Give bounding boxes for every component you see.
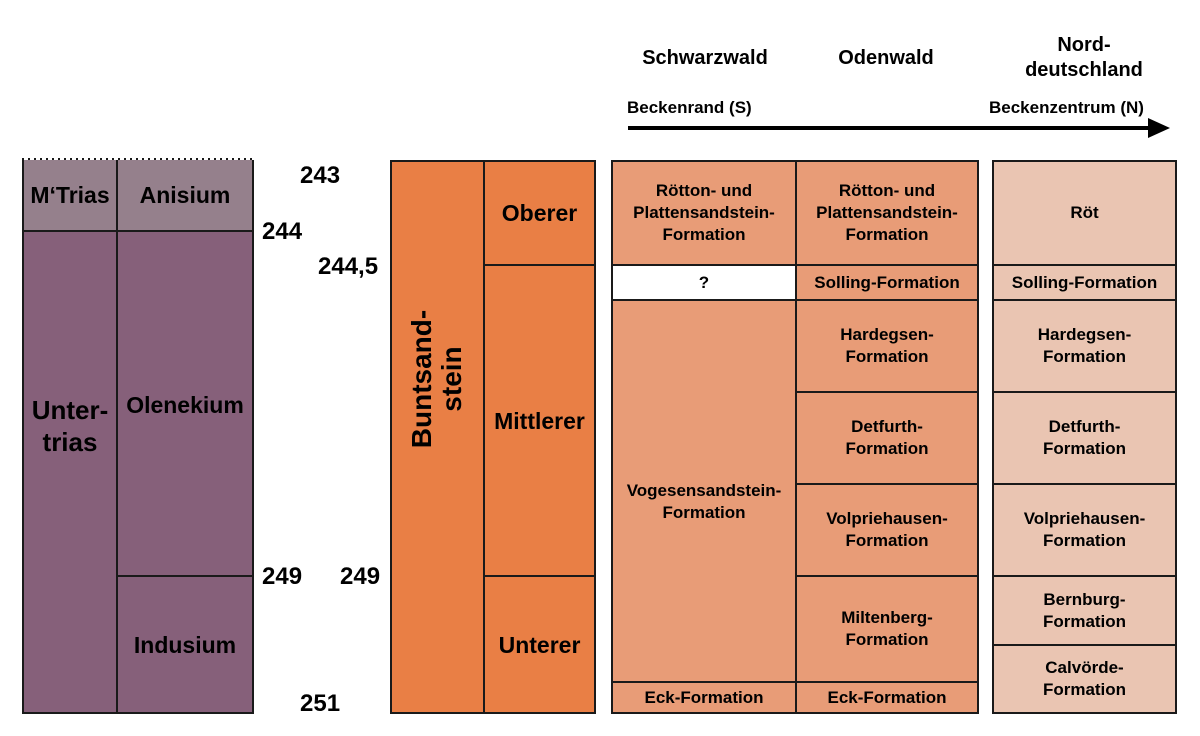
nd-bernburg: Bernburg- Formation	[992, 575, 1177, 646]
nd-detfurth: Detfurth- Formation	[992, 391, 1177, 485]
dotted-top-boundary	[22, 158, 254, 160]
nd-calvoerde: Calvörde- Formation	[992, 644, 1177, 714]
ow-miltenberg: Miltenberg- Formation	[795, 575, 979, 683]
age-251: 251	[300, 690, 341, 717]
ow-solling: Solling-Formation	[795, 264, 979, 301]
subgroup-mittlerer: Mittlerer	[483, 264, 596, 577]
nd-volpriehausen: Volpriehausen- Formation	[992, 483, 1177, 577]
ow-detfurth: Detfurth- Formation	[795, 391, 979, 485]
label-beckenrand: Beckenrand (S)	[627, 98, 752, 117]
nd-hardegsen: Hardegsen- Formation	[992, 299, 1177, 393]
ow-eck-formation: Eck-Formation	[795, 681, 979, 714]
group-buntsandstein: Buntsand- stein	[390, 160, 485, 714]
basin-direction-arrow	[628, 118, 1170, 138]
subgroup-unterer: Unterer	[483, 575, 596, 714]
sw-eck-formation: Eck-Formation	[611, 681, 797, 714]
sw-vogesensandstein: Vogesensandstein- Formation	[611, 299, 797, 683]
ow-roetton-plattensandstein: Rötton- und Plattensandstein- Formation	[795, 160, 979, 266]
header-norddeutschland: Nord- deutschland	[1025, 34, 1143, 81]
nd-roet: Röt	[992, 160, 1177, 266]
stage-indusium: Indusium	[116, 575, 254, 714]
series-untertrias: Unter- trias	[22, 230, 118, 714]
age-244: 244	[262, 218, 303, 245]
age-249-left: 249	[262, 563, 303, 590]
nd-solling: Solling-Formation	[992, 264, 1177, 301]
age-243: 243	[300, 162, 341, 189]
header-odenwald: Odenwald	[838, 47, 934, 69]
subgroup-oberer: Oberer	[483, 160, 596, 266]
ow-volpriehausen: Volpriehausen- Formation	[795, 483, 979, 577]
age-244-5: 244,5	[318, 253, 379, 280]
header-schwarzwald: Schwarzwald	[642, 47, 768, 69]
series-mittlere-trias: M‘Trias	[22, 160, 118, 232]
age-249-right: 249	[340, 563, 381, 590]
stage-anisium: Anisium	[116, 160, 254, 232]
sw-roetton-plattensandstein: Rötton- und Plattensandstein- Formation	[611, 160, 797, 266]
label-beckenzentrum: Beckenzentrum (N)	[989, 98, 1144, 117]
sw-unknown: ?	[611, 264, 797, 301]
stage-olenekium: Olenekium	[116, 230, 254, 577]
ow-hardegsen: Hardegsen- Formation	[795, 299, 979, 393]
